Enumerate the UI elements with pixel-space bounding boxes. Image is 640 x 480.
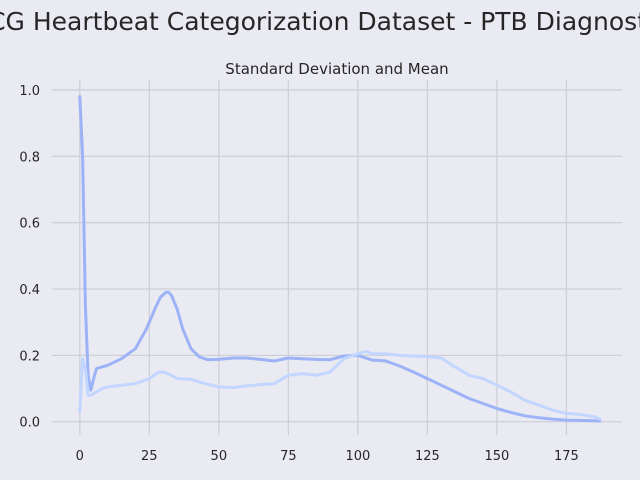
gridlines [52,80,622,435]
series-lines [78,95,602,423]
x-tick-label: 75 [280,449,297,464]
y-tick-label: 0.6 [19,217,40,232]
y-tick-label: 0.0 [19,416,40,431]
chart-title: Standard Deviation and Mean [225,60,448,78]
y-tick-label: 0.4 [19,283,40,298]
figure-suptitle: ECG Heartbeat Categorization Dataset - P… [0,7,640,36]
x-tick-label: 125 [415,449,440,464]
series-line-1 [78,95,602,423]
y-tick-label: 0.2 [19,349,40,364]
x-tick-label: 25 [141,449,158,464]
y-tick-label: 1.0 [19,84,40,99]
x-axis-ticks: 0 25 50 75 100 125 150 175 [76,449,579,464]
x-tick-label: 50 [211,449,228,464]
x-tick-label: 100 [345,449,370,464]
series-line-2 [78,349,602,421]
x-tick-label: 150 [484,449,509,464]
y-axis-ticks: 0.0 0.2 0.4 0.6 0.8 1.0 [19,84,40,431]
x-tick-label: 0 [76,449,84,464]
plot-area [52,80,622,435]
x-tick-label: 175 [554,449,579,464]
y-tick-label: 0.8 [19,150,40,165]
